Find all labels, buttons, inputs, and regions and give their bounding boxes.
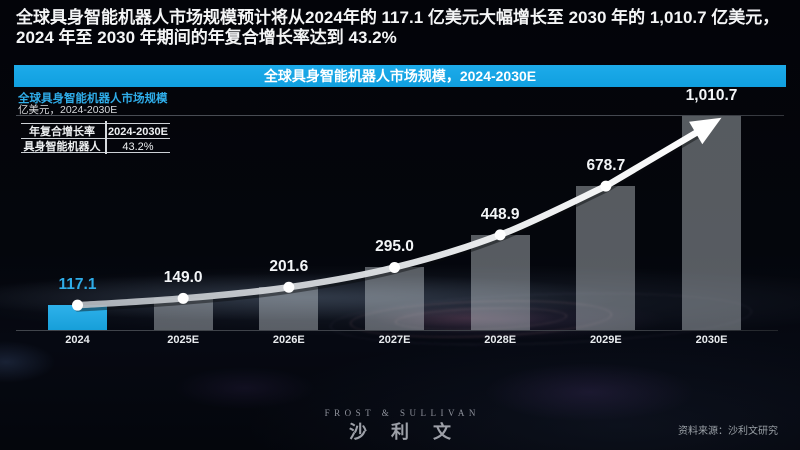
bar-2027E: [365, 267, 424, 330]
headline-line2: 2024 年至 2030 年期间的年复合增长率达到 43.2%: [16, 28, 397, 47]
value-label-2027E: 295.0: [375, 238, 414, 256]
value-label-2025E: 149.0: [163, 269, 203, 287]
axis-label-2024: 2024: [65, 334, 90, 346]
value-label-2024: 117.1: [58, 276, 97, 294]
chart-title: 全球具身智能机器人市场规模: [18, 93, 168, 105]
bar-2030E: [682, 115, 742, 330]
value-label-2029E: 678.7: [586, 157, 626, 175]
x-axis-line: [16, 330, 778, 331]
bar-2025E: [153, 298, 213, 330]
value-label-2026E: 201.6: [269, 258, 309, 276]
header-divider-line: [16, 115, 784, 116]
table-header-period: 2024-2030E: [108, 126, 168, 138]
axis-label-2030E: 2030E: [695, 334, 728, 346]
table-cell-cagr-value: 43.2%: [122, 140, 154, 153]
frost-sullivan-logo-cn: 沙利文: [349, 422, 475, 442]
bar-2026E: [259, 287, 319, 330]
value-label-2028E: 448.9: [480, 205, 520, 223]
frost-sullivan-logo-en: FROST & SULLIVAN: [324, 408, 480, 418]
axis-label-2026E: 2026E: [272, 334, 305, 346]
axis-label-2029E: 2029E: [589, 334, 622, 346]
headline: 全球具身智能机器人市场规模预计将从2024年的 117.1 亿美元大幅增长至 2…: [16, 8, 791, 48]
bar-2029E: [576, 186, 636, 330]
axis-label-2028E: 2028E: [484, 334, 517, 346]
chart-banner: 全球具身智能机器人市场规模，2024-2030E: [14, 65, 786, 87]
axis-label-2025E: 2025E: [167, 334, 200, 346]
chart-unit-note: 亿美元，2024-2030E: [18, 104, 118, 116]
axis-label-2027E: 2027E: [378, 334, 411, 346]
bar-2024: [48, 305, 107, 330]
headline-line1: 全球具身智能机器人市场规模预计将从2024年的 117.1 亿美元大幅增长至 2…: [16, 8, 780, 27]
value-label-2030E: 1,010.7: [685, 86, 738, 104]
bar-2028E: [470, 234, 530, 330]
source-note: 资料来源：沙利文研究: [678, 426, 778, 437]
table-line-top: [21, 123, 170, 124]
